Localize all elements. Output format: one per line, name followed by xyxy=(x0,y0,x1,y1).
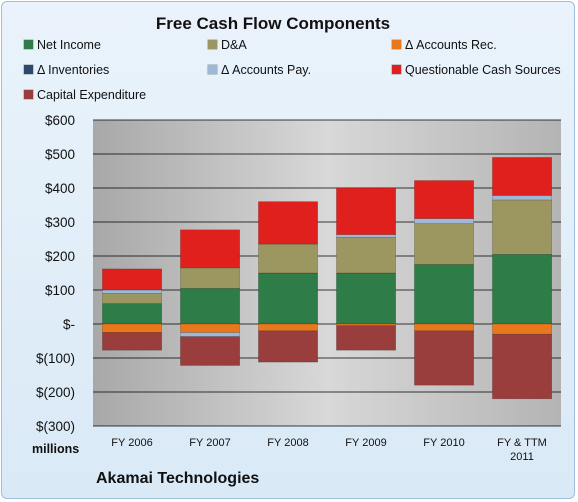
y-tick-label: $600 xyxy=(45,113,75,128)
bar-segment xyxy=(258,330,318,363)
y-tick-label: $400 xyxy=(45,181,75,196)
x-tick-label: FY & TTM xyxy=(497,437,547,449)
bar-segment xyxy=(258,272,318,325)
bar-segment xyxy=(336,272,396,325)
legend-swatch xyxy=(24,90,33,99)
legend-label: Δ Inventories xyxy=(37,63,110,77)
legend-label: Δ Accounts Rec. xyxy=(405,38,497,52)
legend-label: Capital Expenditure xyxy=(37,88,147,102)
bar-segment xyxy=(336,187,396,235)
bar-segment xyxy=(180,332,240,337)
bar-segment xyxy=(258,243,318,274)
y-tick-label: $300 xyxy=(45,215,75,230)
legend-label: D&A xyxy=(221,38,247,52)
bar-segment xyxy=(414,323,474,332)
bar-segment xyxy=(102,332,163,351)
bar-segment xyxy=(180,267,240,289)
legend-item-da: D&A xyxy=(208,38,247,52)
legend-item-inventories: Δ Inventories xyxy=(24,63,109,77)
legend-item-accounts-rec: Δ Accounts Rec. xyxy=(392,38,497,52)
y-tick-label: $(100) xyxy=(36,351,75,366)
legend-swatch xyxy=(392,40,401,49)
bar-segment xyxy=(102,268,163,291)
x-tick-label: FY 2006 xyxy=(111,437,152,449)
legend-label: Questionable Cash Sources xyxy=(405,63,561,77)
bar-segment xyxy=(492,157,552,196)
legend-label: Net Income xyxy=(37,38,101,52)
y-tick-label: $500 xyxy=(45,147,75,162)
legend-swatch xyxy=(24,65,33,74)
bar-segment xyxy=(102,303,163,325)
bar-segment xyxy=(258,323,318,332)
legend-item-accounts-pay: Δ Accounts Pay. xyxy=(208,63,311,77)
bar-segment xyxy=(180,287,240,325)
bar-segment xyxy=(492,254,552,325)
legend-item-questionable: Questionable Cash Sources xyxy=(392,63,561,77)
y-tick-label: $(300) xyxy=(36,419,75,434)
company-name: Akamai Technologies xyxy=(96,470,260,487)
plot-area xyxy=(93,120,561,426)
legend-swatch xyxy=(208,40,217,49)
chart-title: Free Cash Flow Components xyxy=(155,14,391,33)
bar-segment xyxy=(258,201,318,245)
bar-segment xyxy=(336,237,396,274)
unit-label: millions xyxy=(32,442,80,456)
bar-segment xyxy=(414,180,474,219)
x-tick-label: FY 2007 xyxy=(189,437,230,449)
legend-item-capex: Capital Expenditure xyxy=(24,88,146,102)
bar-segment xyxy=(492,195,552,201)
legend-swatch xyxy=(392,65,401,74)
bar-segment xyxy=(102,293,163,304)
x-tick-label: FY 2008 xyxy=(267,437,308,449)
bar-segment xyxy=(492,323,552,335)
bar-segment xyxy=(414,264,474,325)
bar-segment xyxy=(492,333,552,400)
y-tick-label: $- xyxy=(63,317,75,332)
y-tick-label: $100 xyxy=(45,283,75,298)
bar-segment xyxy=(102,323,163,333)
y-tick-label: $200 xyxy=(45,249,75,264)
bar-segment xyxy=(180,229,240,269)
bar-segment xyxy=(336,325,396,351)
x-tick-label: FY 2010 xyxy=(423,437,464,449)
bar-segment xyxy=(492,199,552,255)
bar-segment xyxy=(102,289,163,294)
y-tick-label: $(200) xyxy=(36,385,75,400)
x-tick-label: FY 2009 xyxy=(345,437,386,449)
bar-segment xyxy=(414,223,474,265)
legend-swatch xyxy=(24,40,33,49)
legend-label: Δ Accounts Pay. xyxy=(221,63,312,77)
bar-segment xyxy=(180,336,240,366)
x-tick-label: 2011 xyxy=(510,451,534,463)
bar-segment xyxy=(414,218,474,225)
bar-segment xyxy=(336,234,396,238)
legend-swatch xyxy=(208,65,217,74)
bar-segment xyxy=(414,330,474,386)
bar-segment xyxy=(180,323,240,333)
legend-item-net-income: Net Income xyxy=(24,38,101,52)
